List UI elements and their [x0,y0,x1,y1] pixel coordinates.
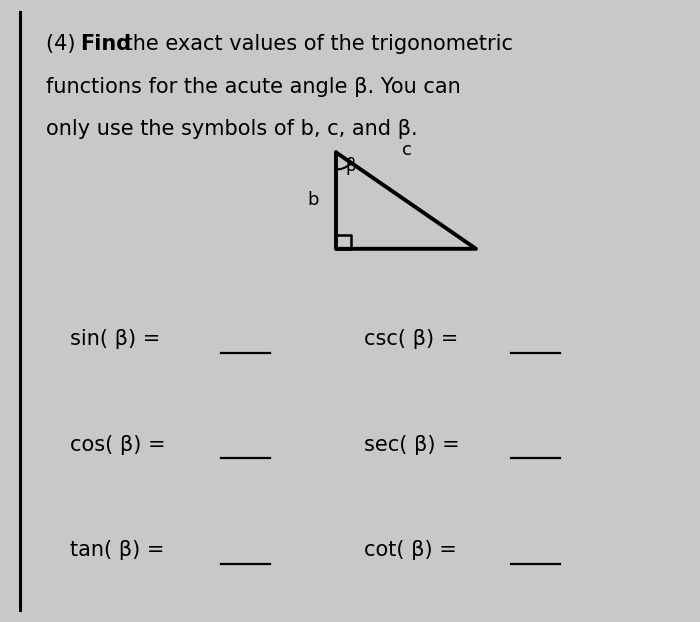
Text: Find: Find [80,34,132,54]
Text: only use the symbols of b, c, and β.: only use the symbols of b, c, and β. [46,119,417,139]
Text: b: b [307,192,318,209]
Text: sin( β) =: sin( β) = [70,329,160,349]
Text: β: β [345,157,356,175]
Text: c: c [402,141,412,159]
Text: tan( β) =: tan( β) = [70,541,164,560]
Text: cos( β) =: cos( β) = [70,435,166,455]
Text: functions for the acute angle β. You can: functions for the acute angle β. You can [46,77,461,96]
Text: csc( β) =: csc( β) = [364,329,458,349]
Text: sec( β) =: sec( β) = [364,435,460,455]
Text: cot( β) =: cot( β) = [364,541,457,560]
Text: (4): (4) [46,34,85,54]
Text: the exact values of the trigonometric: the exact values of the trigonometric [118,34,512,54]
